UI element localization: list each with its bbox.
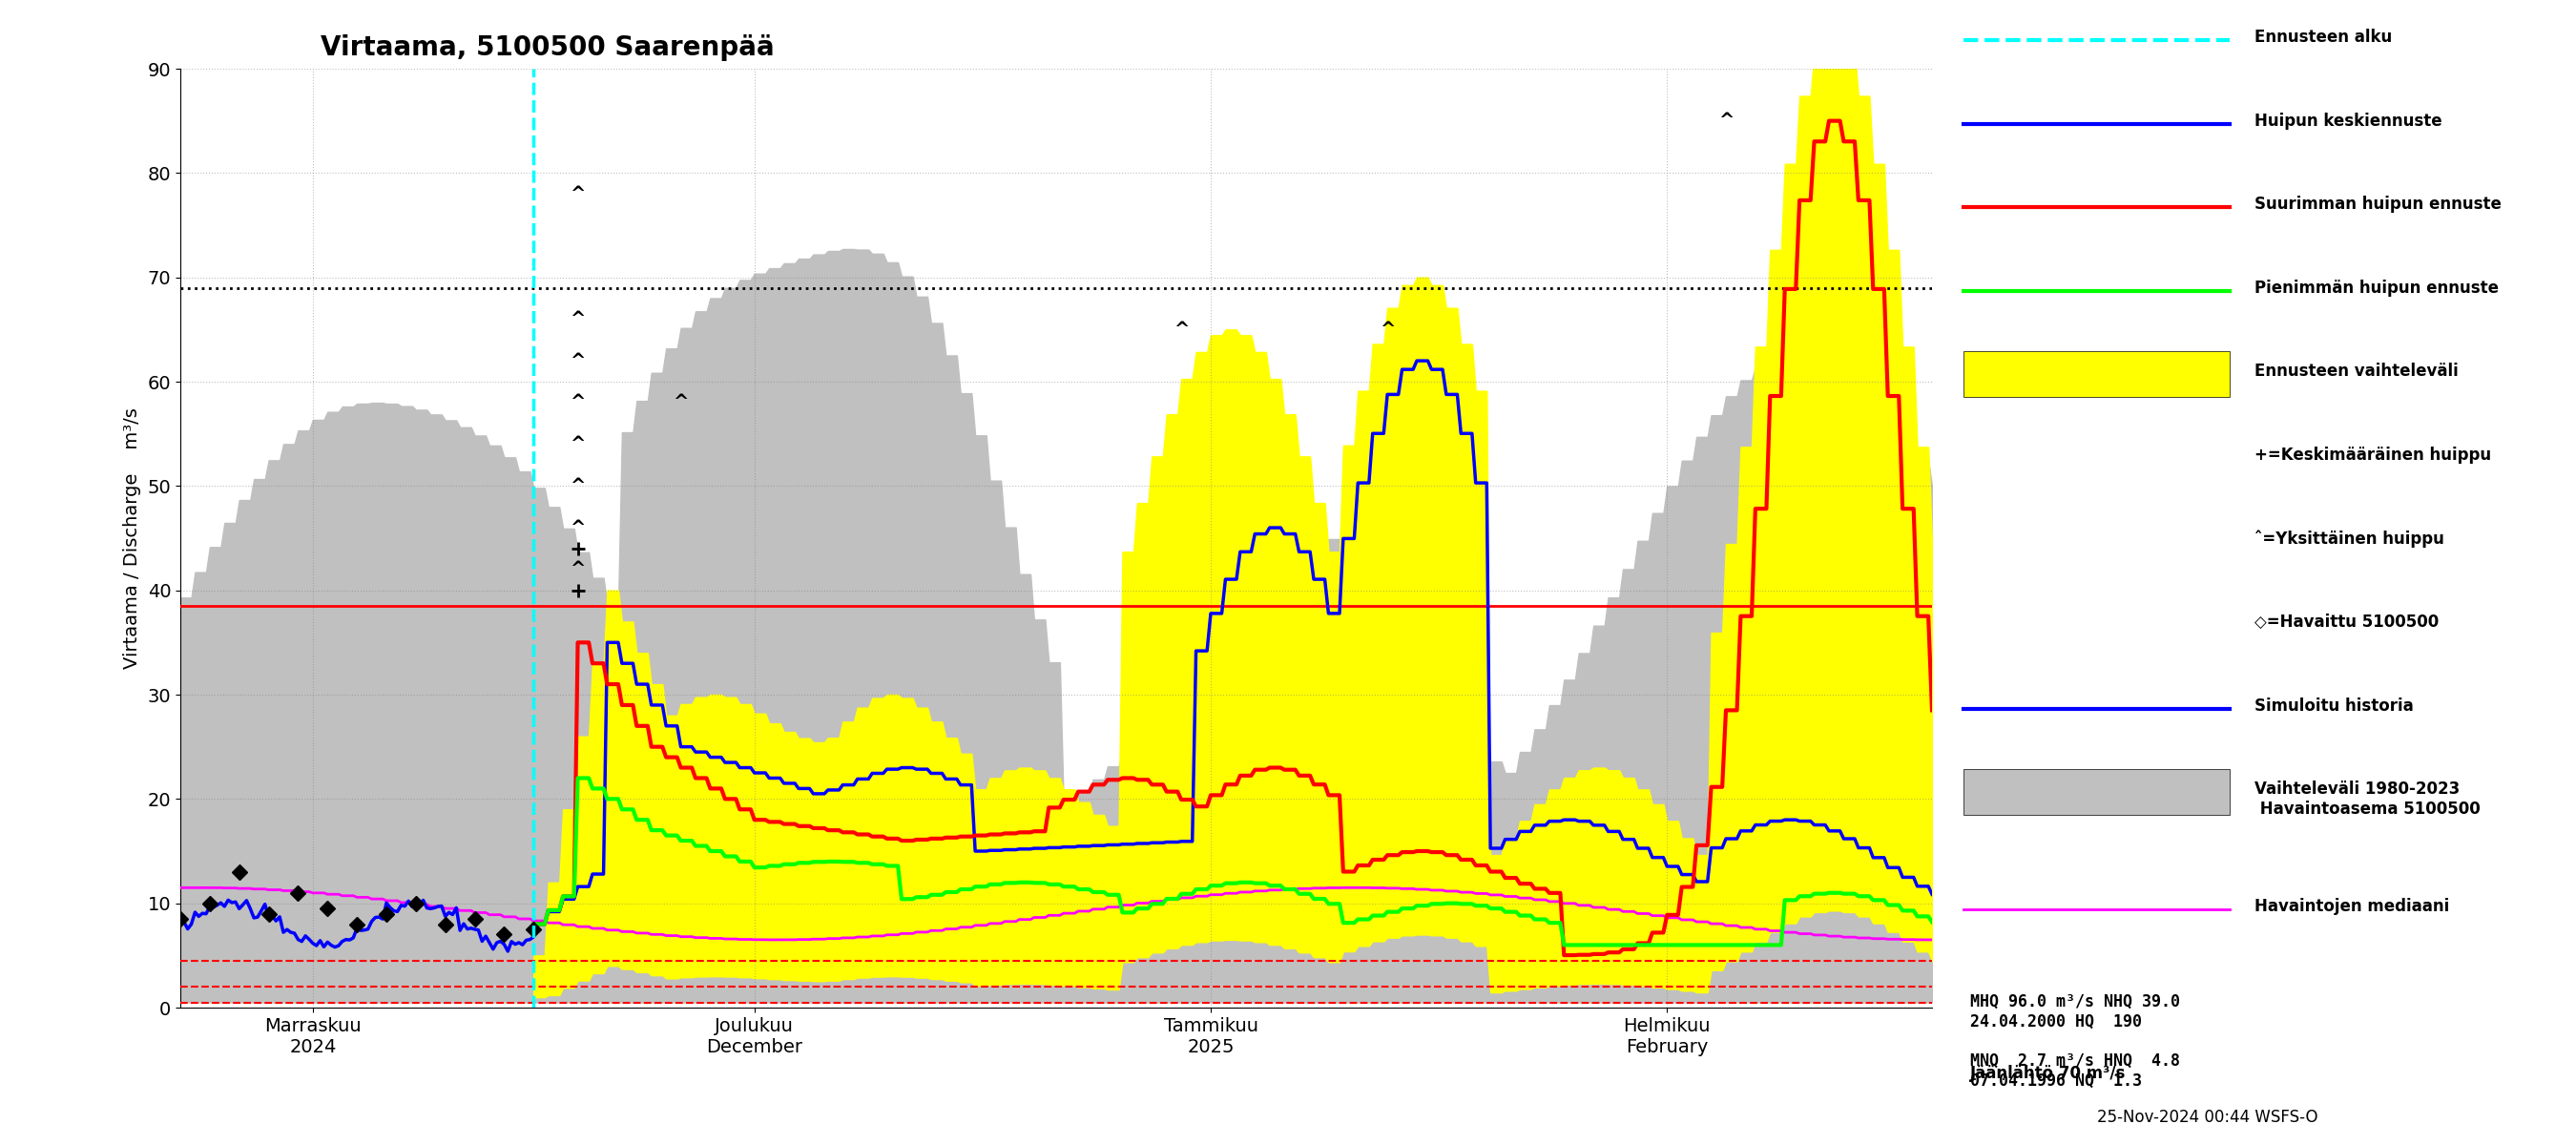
Bar — [1963, 769, 2231, 815]
Bar — [1963, 352, 2231, 397]
Text: Pienimmän huipun ennuste: Pienimmän huipun ennuste — [2254, 279, 2499, 297]
Text: Jäänlähtö 70 m³/s: Jäänlähtö 70 m³/s — [1971, 1065, 2125, 1082]
Text: Ennusteen alku: Ennusteen alku — [2254, 29, 2393, 46]
Text: ^: ^ — [1381, 321, 1396, 339]
Text: ^: ^ — [569, 394, 585, 411]
Text: ^: ^ — [1718, 112, 1734, 129]
Text: ^: ^ — [569, 435, 585, 453]
Text: Simuloitu historia: Simuloitu historia — [2254, 697, 2414, 714]
Text: Havaintojen mediaani: Havaintojen mediaani — [2254, 898, 2450, 915]
Text: MHQ 96.0 m³/s NHQ 39.0
24.04.2000 HQ  190

MNQ  2.7 m³/s HNQ  4.8
07.04.1996 NQ : MHQ 96.0 m³/s NHQ 39.0 24.04.2000 HQ 190… — [1971, 993, 2179, 1090]
Text: ^: ^ — [569, 352, 585, 370]
Text: Suurimman huipun ennuste: Suurimman huipun ennuste — [2254, 196, 2501, 213]
Y-axis label: Virtaama / Discharge    m³/s: Virtaama / Discharge m³/s — [124, 408, 142, 669]
Text: ^: ^ — [1175, 321, 1190, 339]
Text: ^: ^ — [672, 394, 688, 411]
Text: +​=Keskimääräinen huippu: +​=Keskimääräinen huippu — [2254, 447, 2491, 464]
Text: 25-Nov-2024 00:44 WSFS-O: 25-Nov-2024 00:44 WSFS-O — [2097, 1108, 2318, 1126]
Text: Virtaama, 5100500 Saarenpää: Virtaama, 5100500 Saarenpää — [319, 34, 775, 61]
Text: ^: ^ — [569, 310, 585, 329]
Text: ^: ^ — [569, 477, 585, 495]
Text: ◇​=Havaittu 5100500: ◇​=Havaittu 5100500 — [2254, 614, 2439, 631]
Text: ^: ^ — [569, 184, 585, 203]
Text: Huipun keskiennuste: Huipun keskiennuste — [2254, 112, 2442, 129]
Text: ^: ^ — [569, 560, 585, 578]
Text: Ennusteen vaihteleväli: Ennusteen vaihteleväli — [2254, 363, 2458, 380]
Text: ˆ​=Yksittäinen huippu: ˆ​=Yksittäinen huippu — [2254, 530, 2445, 547]
Text: ^: ^ — [569, 519, 585, 537]
Text: Vaihteleväli 1980-2023
 Havaintoasema 5100500: Vaihteleväli 1980-2023 Havaintoasema 510… — [2254, 781, 2481, 818]
